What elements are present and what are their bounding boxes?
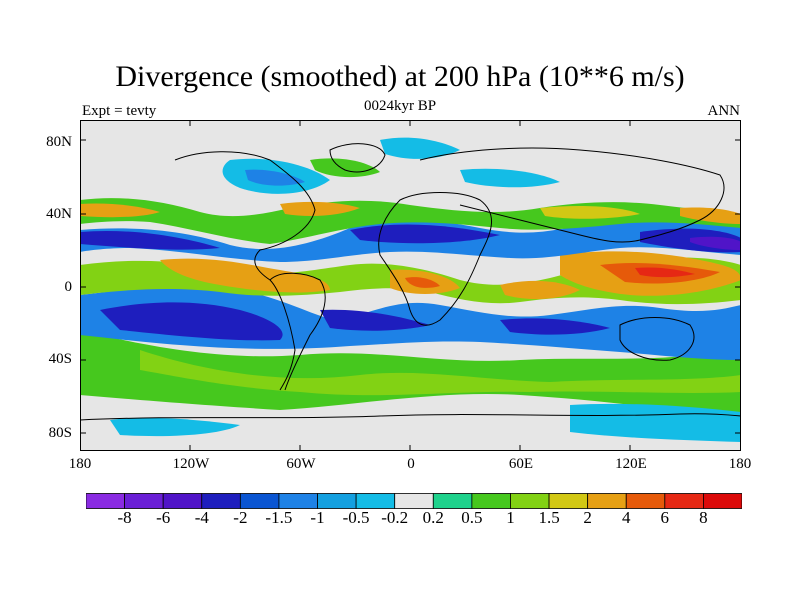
southern-light-green	[140, 350, 741, 396]
pacific-equatorial-orange	[160, 258, 330, 293]
north-pacific-orange	[80, 203, 160, 218]
map-title: Divergence (smoothed) at 200 hPa (10**6 …	[115, 60, 685, 93]
south-indian-deep-blue	[500, 318, 610, 335]
y-tick-label: 80S	[48, 425, 72, 441]
y-tick-label: 40N	[46, 206, 72, 222]
africa-equatorial-red	[405, 277, 440, 288]
colorbar-label: -1.5	[265, 508, 293, 527]
x-tick-label: 0	[407, 456, 415, 472]
colorbar-swatch	[510, 493, 550, 509]
colorbar-swatch	[201, 493, 241, 509]
colorbar-swatch	[355, 493, 396, 509]
x-tick-label: 60E	[508, 456, 534, 472]
colorbar-label: 0.5	[461, 508, 483, 527]
north-america-blue	[245, 169, 305, 186]
colorbar-swatch	[239, 493, 280, 509]
y-tick-label: 0	[64, 279, 73, 295]
asia-yellow	[540, 206, 640, 219]
season-label: ANN	[707, 103, 741, 119]
x-tick-label: 120E	[615, 456, 647, 472]
colorbar-label: -6	[156, 508, 171, 527]
north-atlantic-orange	[280, 201, 360, 216]
greenland-green	[310, 158, 380, 178]
colorbar-swatch	[124, 493, 164, 509]
colorbar-label: 6	[660, 508, 670, 527]
south-pacific-deep-blue	[100, 302, 283, 341]
colorbar-swatch	[432, 493, 473, 509]
australia-coast	[619, 317, 695, 361]
indian-equatorial-orange	[500, 280, 580, 300]
colorbar-swatch	[86, 493, 125, 509]
colorbar-label: 2	[583, 508, 592, 527]
colorbar-label: 1	[506, 508, 515, 527]
colorbar-swatch	[317, 493, 357, 509]
colorbar-label: -1	[310, 508, 325, 527]
divergence-map	[80, 120, 741, 451]
x-tick-label: 180	[728, 456, 752, 472]
colorbar-label: 0.2	[422, 508, 444, 527]
colorbar-label: -2	[233, 508, 248, 527]
colorbar-swatch	[587, 493, 627, 509]
x-tick-label: 180	[68, 456, 92, 472]
coastlines	[80, 143, 741, 421]
experiment-label: Expt = tevty	[82, 103, 157, 119]
colorbar-label: -0.5	[342, 508, 370, 527]
colorbar-swatch	[703, 493, 742, 509]
colorbar	[86, 493, 742, 509]
colorbar-swatch	[625, 493, 666, 509]
x-tick-label: 120W	[172, 456, 210, 472]
colorbar-label: 8	[699, 508, 708, 527]
americas-coast	[174, 151, 316, 391]
northwest-pacific-orange	[680, 207, 741, 224]
divergence-field	[80, 120, 741, 451]
colorbar-swatch	[394, 493, 434, 509]
northwest-pacific-purple	[690, 236, 741, 250]
x-tick-label: 60W	[286, 456, 316, 472]
colorbar-label: -4	[194, 508, 209, 527]
y-tick-label: 80N	[46, 134, 72, 150]
axis-ticks	[80, 120, 741, 451]
arctic-cyan	[380, 137, 460, 159]
colorbar-swatch	[471, 493, 511, 509]
eurasia-coast	[419, 147, 725, 243]
colorbar-swatch	[162, 493, 203, 509]
north-africa-deep-blue	[350, 224, 500, 244]
south-atlantic-deep-blue	[320, 309, 430, 331]
colorbar-label: 4	[621, 508, 631, 527]
colorbar-label: -0.2	[381, 508, 409, 527]
greenland-coast	[329, 143, 386, 173]
period-label: 0024kyr BP	[363, 98, 437, 114]
south-america-coast	[269, 272, 326, 391]
maritime-continent-deep-red	[635, 267, 695, 278]
colorbar-label: -8	[117, 508, 132, 527]
colorbar-swatch	[664, 493, 704, 509]
colorbar-swatch	[278, 493, 318, 509]
colorbar-label: 1.5	[538, 508, 560, 527]
colorbar-swatch	[548, 493, 589, 509]
africa-europe-coast	[378, 192, 493, 326]
y-tick-label: 40S	[48, 351, 72, 367]
north-pacific-deep-blue	[80, 230, 220, 250]
antarctica-coast	[80, 413, 741, 421]
siberia-cyan	[460, 168, 560, 188]
southern-cyan-patch-west	[110, 417, 240, 437]
